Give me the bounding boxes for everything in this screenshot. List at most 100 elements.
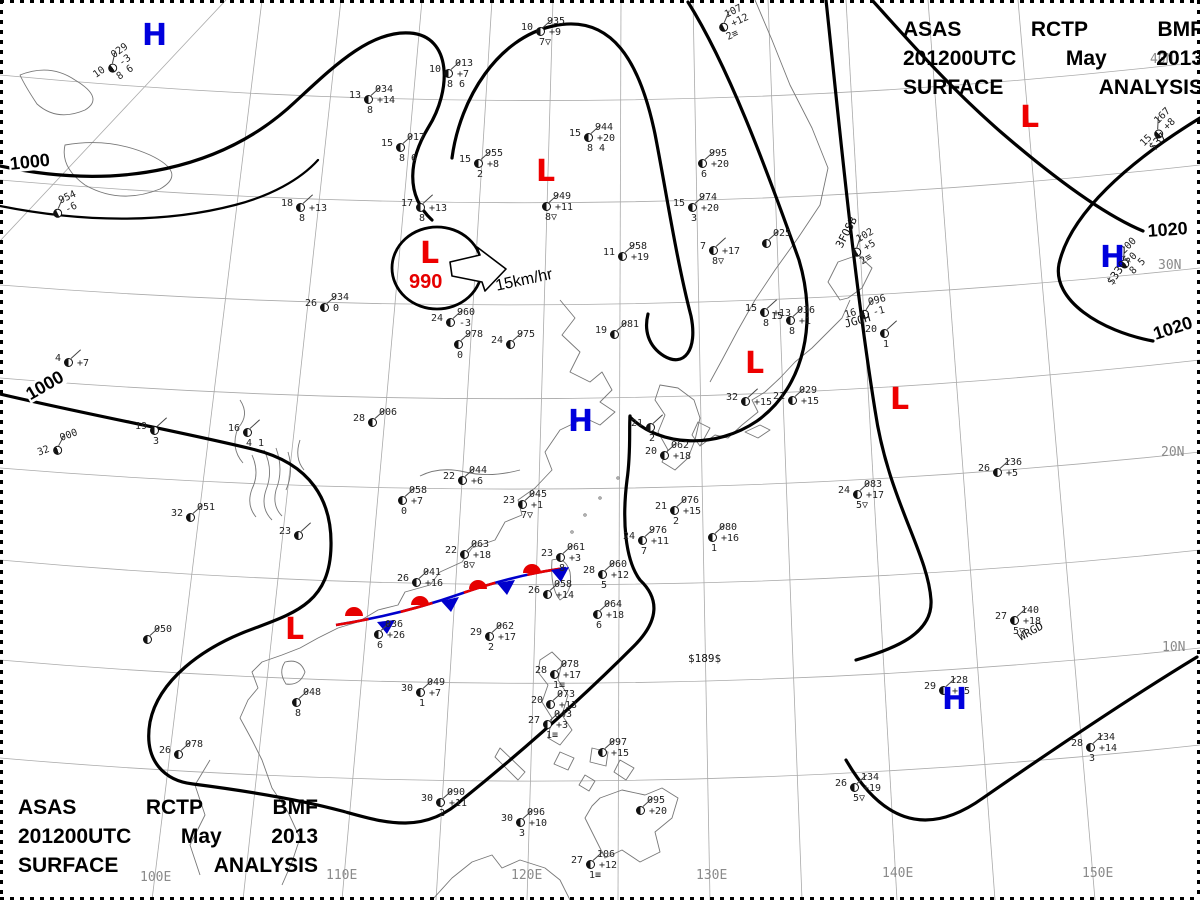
station-value-e: 8▽ [463, 560, 476, 571]
station-circle-icon [474, 159, 483, 168]
station-value-p: 935 [547, 16, 566, 27]
border-ticks-left [0, 0, 3, 900]
station-value-d: +3 [556, 720, 569, 731]
station-circle-icon [364, 95, 373, 104]
station-value-t: 19 [594, 325, 607, 336]
station-circle-icon [458, 476, 467, 485]
station-value-t: 26 [834, 778, 847, 789]
station-circle-icon [1086, 743, 1095, 752]
title-word: 201200UTC [903, 46, 1017, 70]
stationary-front [335, 564, 569, 634]
low-center-marker: L [745, 346, 765, 381]
station-value-e: 2 [477, 169, 484, 180]
title-word: ANALYSIS [213, 853, 318, 877]
station-value-d: +18 [606, 610, 625, 621]
station-value-d: +20 [597, 133, 616, 144]
station-circle-icon [598, 748, 607, 757]
station-value-p: 958 [629, 241, 648, 252]
grid-label-150e: 150E [1082, 866, 1114, 881]
station-value-p: 051 [197, 502, 216, 513]
station-value-d: +10 [529, 818, 548, 829]
station-value-t: 29 [923, 681, 936, 692]
station-value-e: 8 6 [399, 153, 418, 164]
station-value-p: 095 [647, 795, 666, 806]
station-value-d: +15 [801, 396, 820, 407]
station-value-p: 041 [423, 567, 442, 578]
station-value-p: 048 [303, 687, 322, 698]
station-circle-icon [150, 426, 159, 435]
station-value-d: +1 [531, 500, 544, 511]
station-circle-icon [670, 506, 679, 515]
station-value-p: 043 [554, 709, 573, 720]
station-circle-icon [446, 318, 455, 327]
station-value-d: +18 [673, 451, 692, 462]
station-value-p: 061 [567, 542, 586, 553]
station-circle-icon [853, 490, 862, 499]
station-value-p: 006 [379, 407, 398, 418]
station-value-p: 064 [604, 599, 623, 610]
station-value-d: +5 [1006, 468, 1019, 479]
station-value-t: 26 [527, 585, 540, 596]
station-circle-icon [398, 496, 407, 505]
station-value-p: 083 [864, 479, 883, 490]
station-value-t: 23 [502, 495, 515, 506]
station-circle-icon [993, 468, 1002, 477]
isobars [0, 0, 1200, 825]
station-circle-icon [186, 513, 195, 522]
low-center-marker: L [420, 236, 440, 271]
station-circle-icon [416, 688, 425, 697]
station-value-t: 15 [744, 303, 757, 314]
title-word: 2013 [271, 824, 318, 848]
station-circle-icon [368, 418, 377, 427]
station-value-t: 32 [170, 508, 183, 519]
station-value-e: 5▽ [856, 500, 869, 511]
station-value-p: 090 [447, 787, 466, 798]
station-value-t: 26 [304, 298, 317, 309]
station-value-e: 8 [789, 326, 796, 337]
grid-label-140e: 140E [882, 866, 914, 881]
station-value-t: 30 [420, 793, 433, 804]
border-ticks-bottom [0, 897, 1200, 900]
station-value-d: +15 [754, 397, 773, 408]
station-value-t: 24 [622, 531, 635, 542]
station-value-t: 24 [430, 313, 443, 324]
station-value-p: 058 [554, 579, 573, 590]
station-value-e: 3 [691, 213, 698, 224]
station-circle-icon [598, 570, 607, 579]
station-value-d: +3 [569, 553, 582, 564]
station-value-d: +6 [471, 476, 484, 487]
title-word: SURFACE [903, 75, 1004, 99]
station-value-p: 029 [799, 385, 818, 396]
station-circle-icon [506, 340, 515, 349]
station-value-d: +19 [631, 252, 650, 263]
station-value-p: 140 [1021, 605, 1040, 616]
station-value-t: 16 [227, 423, 240, 434]
annotation-189: $189$ [688, 652, 722, 665]
station-value-t: 4 [54, 353, 61, 364]
station-value-d: +7 [457, 69, 470, 80]
grid-label-30n: 30N [1158, 258, 1182, 273]
station-value-p: 106 [597, 849, 616, 860]
station-value-t: 21 [654, 501, 667, 512]
station-value-t: 26 [396, 573, 409, 584]
station-value-d: +14 [377, 95, 396, 106]
station-value-p: 058 [409, 485, 428, 496]
station-value-e: 6 [701, 169, 708, 180]
station-value-d: +17 [722, 246, 741, 257]
station-value-d: +12 [611, 570, 630, 581]
station-value-p: 036 [385, 619, 404, 630]
station-value-e: 7▽ [539, 37, 552, 48]
station-value-t: 22 [444, 545, 457, 556]
station-value-p: 944 [595, 122, 614, 133]
high-center-marker: H [568, 404, 594, 439]
title-word: BMF [272, 796, 319, 819]
station-value-d: +11 [651, 536, 670, 547]
station-value-t: 15 [672, 198, 685, 209]
station-circle-icon [880, 329, 889, 338]
grid-label-120e: 120E [511, 868, 543, 883]
station-value-d: +11 [555, 202, 574, 213]
station-value-e: 7 [641, 546, 648, 557]
station-value-e: 0 [401, 506, 408, 517]
